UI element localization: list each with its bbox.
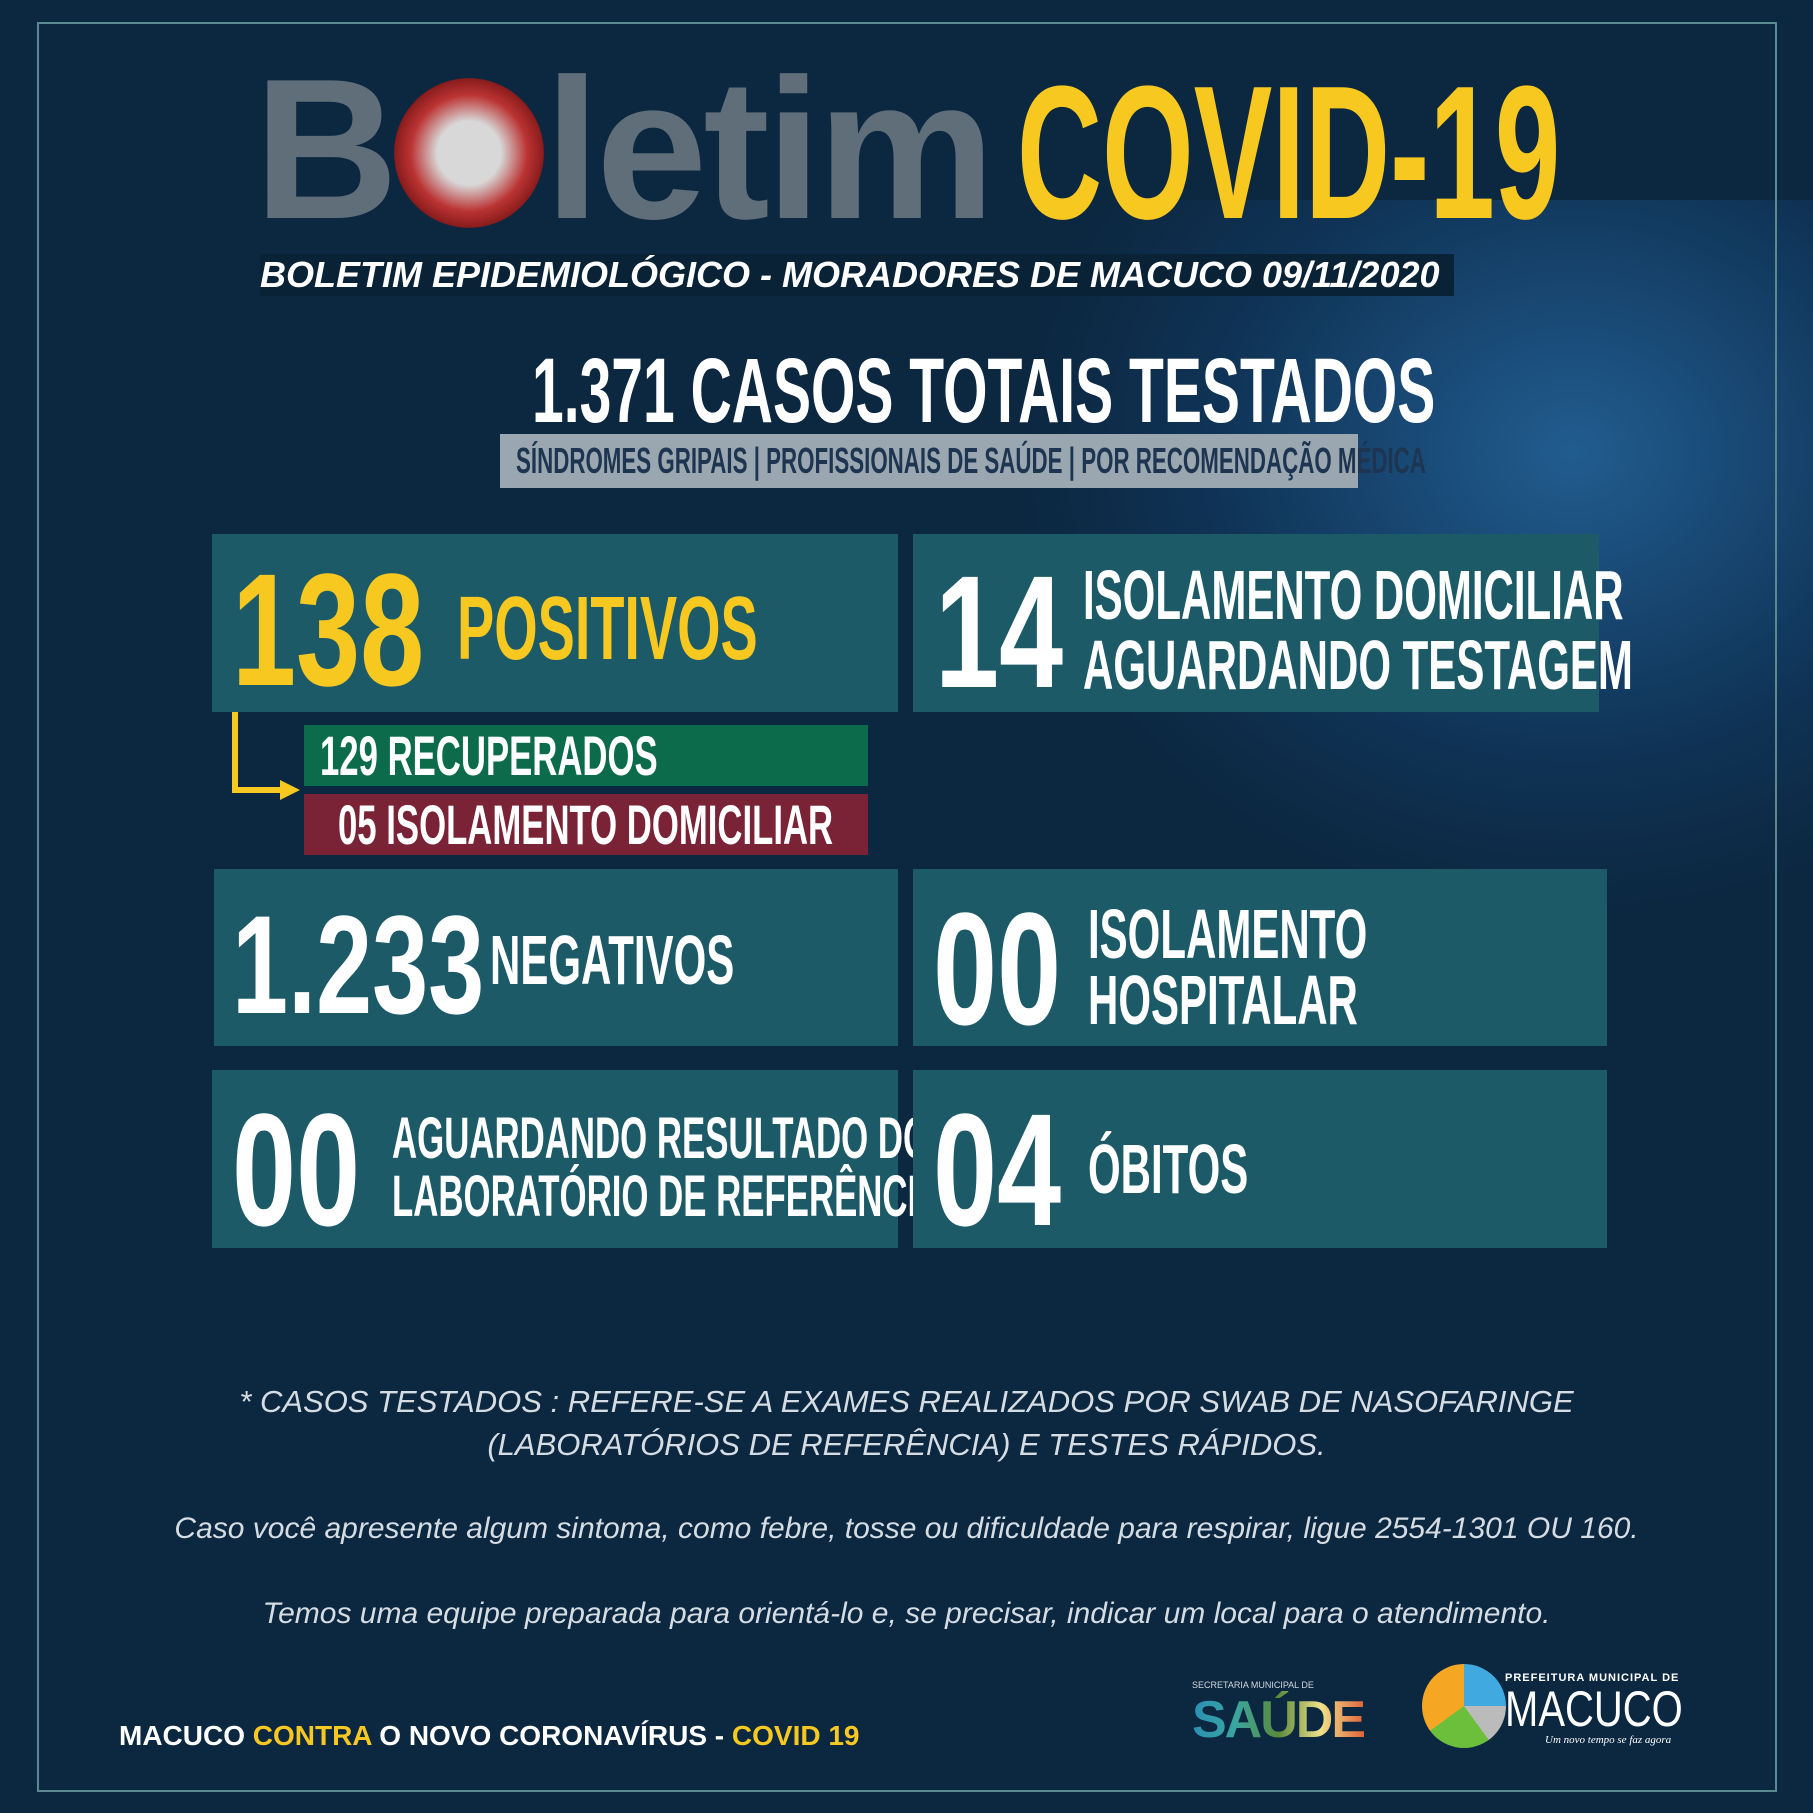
title-covid: COVID-19 (1017, 47, 1561, 259)
slogan: MACUCO CONTRA O NOVO CORONAVÍRUS - COVID… (119, 1720, 860, 1751)
macuco-emblem-icon (1422, 1664, 1506, 1748)
negativos-card: 1.233 NEGATIVOS (214, 869, 898, 1046)
categories-bar: SÍNDROMES GRIPAIS | PROFISSIONAIS DE SAÚ… (500, 434, 1426, 488)
aguardando-testagem-card: 14 ISOLAMENTO DOMICILIAR AGUARDANDO TEST… (913, 534, 1633, 712)
note-line-1: * CASOS TESTADOS : REFERE-SE A EXAMES RE… (239, 1384, 1574, 1419)
total-label: CASOS TOTAIS TESTADOS (690, 340, 1436, 442)
arrow-icon (232, 712, 300, 800)
team-text: Temos uma equipe preparada para orientá-… (262, 1597, 1551, 1630)
call-text: Caso você apresente algum sintoma, como … (174, 1512, 1639, 1545)
obitos-card: 04 ÓBITOS (913, 1070, 1607, 1250)
isolamento-domiciliar-bar: 05 ISOLAMENTO DOMICILIAR (304, 794, 868, 855)
total-number: 1.371 (532, 340, 675, 442)
hospitalar-card: 00 ISOLAMENTO HOSPITALAR (913, 869, 1607, 1049)
frame-border (37, 22, 1777, 1792)
coronavirus-icon (394, 78, 545, 228)
positivos-card: 138 POSITIVOS (212, 534, 898, 712)
subtitle: BOLETIM EPIDEMIOLÓGICO - MORADORES DE MA… (260, 254, 1454, 296)
aguardando-resultado-card: 00 AGUARDANDO RESULTADO DO LABORATÓRIO D… (212, 1070, 942, 1250)
saude-logo: SECRETARIA MUNICIPAL DE SAÚDE (1192, 1680, 1366, 1749)
note-line-2: (LABORATÓRIOS DE REFERÊNCIA) E TESTES RÁ… (487, 1427, 1326, 1462)
recuperados-bar: 129 RECUPERADOS (304, 725, 868, 786)
total-tested: 1.371 CASOS TOTAIS TESTADOS (532, 345, 1813, 437)
macuco-logo: PREFEITURA MUNICIPAL DE MACUCO Um novo t… (1505, 1672, 1683, 1746)
